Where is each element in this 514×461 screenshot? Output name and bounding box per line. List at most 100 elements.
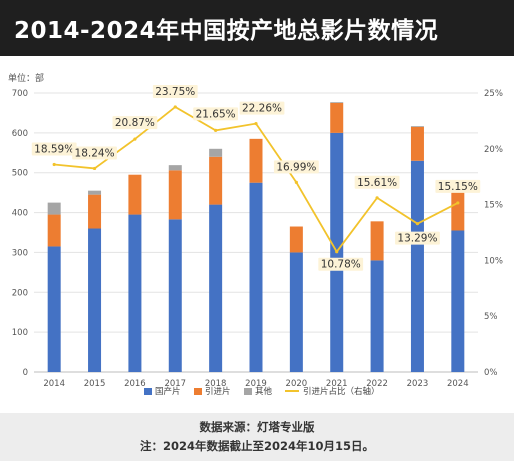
ratio-data-label: 18.24%	[75, 147, 115, 159]
bar-segment	[47, 246, 61, 372]
ratio-label-bg	[72, 146, 117, 160]
bar-segment	[289, 226, 303, 253]
title-bar: 2014-2024年中国按产地总影片数情况	[0, 0, 514, 56]
page-title: 2014-2024年中国按产地总影片数情况	[14, 18, 439, 44]
ratio-data-label: 18.59%	[34, 144, 74, 156]
ratio-data-label: 20.87%	[115, 117, 155, 129]
x-tick-label: 2016	[124, 379, 146, 389]
ratio-label-bg	[31, 142, 77, 156]
bar-segment	[451, 230, 465, 372]
legend-label: 引进片占比（右轴）	[303, 386, 380, 397]
ratio-label-bg	[354, 175, 400, 189]
ratio-data-label: 15.15%	[438, 181, 478, 193]
y-left-tick-label: 100	[12, 328, 28, 338]
ratio-point	[456, 201, 460, 205]
legend-label: 引进片	[205, 386, 231, 397]
ratio-label-bg	[318, 257, 364, 271]
bar-segment	[410, 126, 424, 161]
ratio-data-label: 21.65%	[196, 108, 236, 120]
unit-label: 单位：部	[8, 72, 44, 84]
y-right-tick-label: 20%	[484, 145, 503, 155]
x-tick-label: 2014	[43, 379, 65, 389]
bar-segment	[249, 138, 263, 183]
y-left-tick-label: 400	[12, 209, 28, 219]
ratio-label-bg	[395, 231, 440, 245]
ratio-label-bg	[239, 101, 285, 115]
x-tick-label: 2018	[205, 379, 227, 389]
x-tick-label: 2021	[326, 379, 348, 389]
ratio-point	[294, 180, 298, 184]
bar-segment	[410, 160, 424, 372]
bar-segment	[249, 182, 263, 372]
bar-segment	[168, 170, 182, 220]
footer: 数据来源：灯塔专业版 注：2024年数据截止至2024年10月15日。	[0, 413, 514, 461]
ratio-label-bg	[435, 179, 481, 193]
chart-area: 单位：部 0 100 200 300 400 500 600 700 0% 5% 10% 15% 20% 2…	[6, 63, 508, 407]
bar-segment	[88, 228, 102, 372]
y-right-tick-label: 25%	[484, 89, 503, 99]
y-left-tick-label: 600	[12, 129, 28, 139]
x-tick-label: 2019	[245, 379, 267, 389]
stacked-bar-line-chart: 单位：部 0 100 200 300 400 500 600 700 0% 5% 10% 15% 20% 2…	[8, 72, 503, 397]
bar-segment	[88, 194, 102, 229]
bar-segment	[330, 102, 344, 133]
x-tick-label: 2020	[286, 379, 308, 389]
x-tick-label: 2024	[447, 379, 469, 389]
ratio-label-bg	[112, 116, 158, 130]
bar-segment	[88, 190, 102, 195]
ratio-data-label: 16.99%	[276, 161, 316, 173]
bar-segment	[168, 165, 182, 171]
y-right-tick-label: 15%	[484, 201, 503, 211]
legend-swatch	[144, 388, 152, 395]
data-source: 数据来源：灯塔专业版	[199, 420, 315, 434]
y-left-tick-label: 500	[12, 169, 28, 179]
y-right-tick-label: 0%	[484, 368, 498, 378]
bar-segment	[289, 252, 303, 372]
footnote: 注：2024年数据截止至2024年10月15日。	[139, 439, 375, 453]
y-left-tick-label: 200	[12, 288, 28, 298]
x-tick-label: 2017	[164, 379, 186, 389]
y-left-tick-label: 300	[12, 248, 28, 258]
ratio-data-label: 15.61%	[357, 177, 397, 189]
bar-segment	[128, 174, 142, 215]
bar-segment	[451, 187, 465, 231]
bar-segment	[128, 214, 142, 372]
ratio-point	[375, 196, 379, 200]
bar-segment	[330, 102, 344, 103]
bar-segment	[209, 156, 223, 205]
ratio-point	[173, 105, 177, 109]
x-tick-label: 2023	[407, 379, 429, 389]
bar-segment	[209, 204, 223, 372]
bar-segment	[47, 214, 61, 247]
y-right-tick-label: 10%	[484, 256, 503, 266]
ratio-point	[335, 250, 339, 254]
ratio-label-bg	[152, 84, 198, 98]
legend-swatch	[244, 388, 252, 395]
ratio-label-bg	[273, 160, 319, 174]
ratio-point	[415, 222, 420, 226]
legend-swatch	[194, 388, 202, 395]
bar-segment	[47, 202, 61, 215]
bar-segment	[370, 260, 384, 372]
bar-segment	[370, 221, 384, 261]
bar-segment	[168, 219, 182, 372]
x-tick-label: 2022	[366, 379, 388, 389]
ratio-data-label: 13.29%	[397, 233, 437, 245]
y-right-tick-label: 5%	[484, 312, 498, 322]
legend-label: 其他	[255, 386, 273, 397]
bar-segment	[410, 126, 424, 127]
y-left-tick-label: 700	[12, 89, 28, 99]
ratio-point	[254, 121, 258, 126]
bar-segment	[209, 148, 223, 157]
ratio-data-label: 22.26%	[242, 103, 282, 115]
ratio-point	[214, 128, 218, 132]
ratio-label-bg	[193, 107, 239, 121]
ratio-point	[92, 166, 97, 171]
legend-label: 国产片	[155, 386, 181, 397]
ratio-point	[133, 137, 137, 141]
x-tick-label: 2015	[84, 379, 106, 389]
y-left-tick-label: 0	[23, 368, 28, 378]
ratio-point	[52, 162, 56, 167]
ratio-data-label: 10.78%	[321, 259, 361, 271]
ratio-data-label: 23.75%	[155, 86, 195, 98]
